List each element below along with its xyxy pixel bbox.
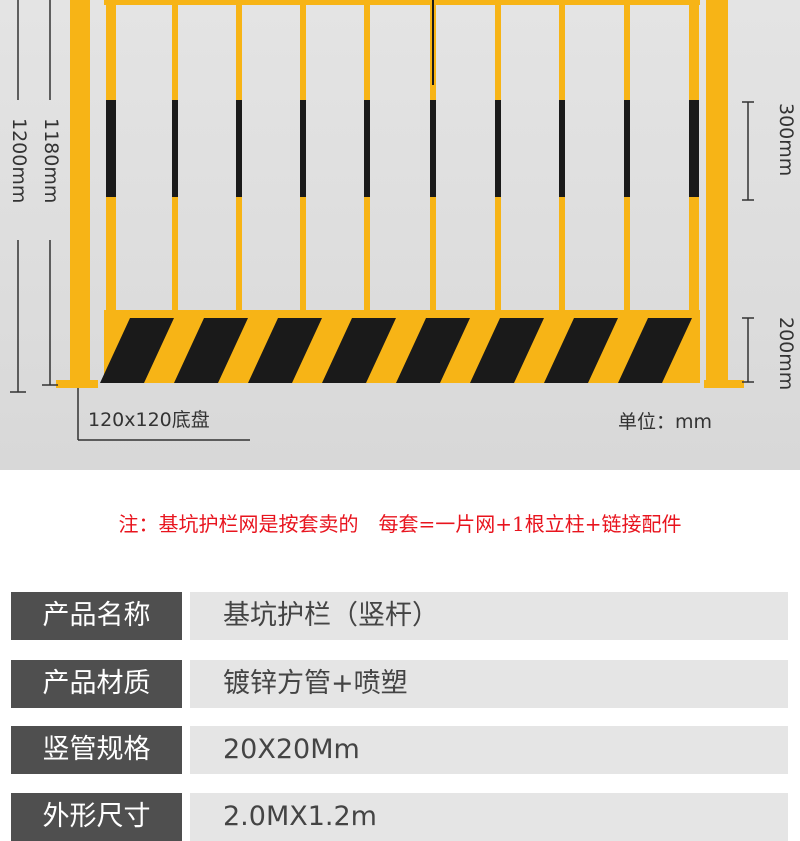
- kickplate-stripe: [544, 318, 618, 383]
- spec-label: 产品名称: [11, 592, 182, 640]
- bar-black-band: [624, 100, 630, 197]
- sale-note: 注：基坑护栏网是按套卖的 每套=一片网+1根立柱+链接配件: [118, 512, 682, 536]
- bar-black-band: [172, 100, 178, 197]
- fence-product-photo: 1180mm 1200mm 300mm 200mm 120x120底盘 单位：m…: [0, 0, 800, 470]
- base-label: 120x120底盘: [88, 409, 210, 431]
- spec-label: 产品材质: [11, 660, 182, 708]
- kickplate-stripe: [100, 318, 174, 383]
- spec-row-tube: 竖管规格 20X20Mm: [11, 726, 788, 774]
- bar-black-band: [495, 100, 501, 197]
- spec-label: 外形尺寸: [11, 793, 182, 841]
- kickplate-stripe: [174, 318, 248, 383]
- kickplate-stripe: [322, 318, 396, 383]
- bar-black-band: [364, 100, 370, 197]
- dim-300: 300mm: [775, 103, 797, 177]
- bar-black-band: [430, 100, 436, 197]
- dim-1180: 1180mm: [40, 118, 62, 204]
- top-rail: [104, 0, 700, 5]
- spec-row-material: 产品材质 镀锌方管+喷塑: [11, 660, 788, 708]
- left-base-plate: [56, 380, 98, 388]
- bar-black-band: [106, 100, 116, 197]
- mid-rail: [104, 310, 700, 316]
- unit-label: 单位：mm: [618, 411, 713, 433]
- spec-row-name: 产品名称 基坑护栏（竖杆）: [11, 592, 788, 640]
- spec-row-size: 外形尺寸 2.0MX1.2m: [11, 793, 788, 841]
- bar-black-band: [300, 100, 306, 197]
- kickplate-stripe: [396, 318, 470, 383]
- kickplate-stripe: [248, 318, 322, 383]
- dim-200: 200mm: [775, 317, 797, 391]
- spec-label: 竖管规格: [11, 726, 182, 774]
- fence-drawing: [10, 0, 754, 441]
- spec-value: 2.0MX1.2m: [190, 793, 788, 841]
- spec-value: 20X20Mm: [190, 726, 788, 774]
- bar-black-band: [689, 100, 699, 197]
- bar-black-band: [236, 100, 242, 197]
- dim-1200: 1200mm: [8, 118, 30, 204]
- spec-value: 基坑护栏（竖杆）: [190, 592, 788, 640]
- spec-value: 镀锌方管+喷塑: [190, 660, 788, 708]
- bar-black-band: [559, 100, 565, 197]
- right-base-plate: [704, 380, 744, 388]
- kickplate-stripe: [470, 318, 544, 383]
- right-post: [706, 0, 728, 386]
- kickplate-stripe: [618, 318, 692, 383]
- left-post: [70, 0, 90, 386]
